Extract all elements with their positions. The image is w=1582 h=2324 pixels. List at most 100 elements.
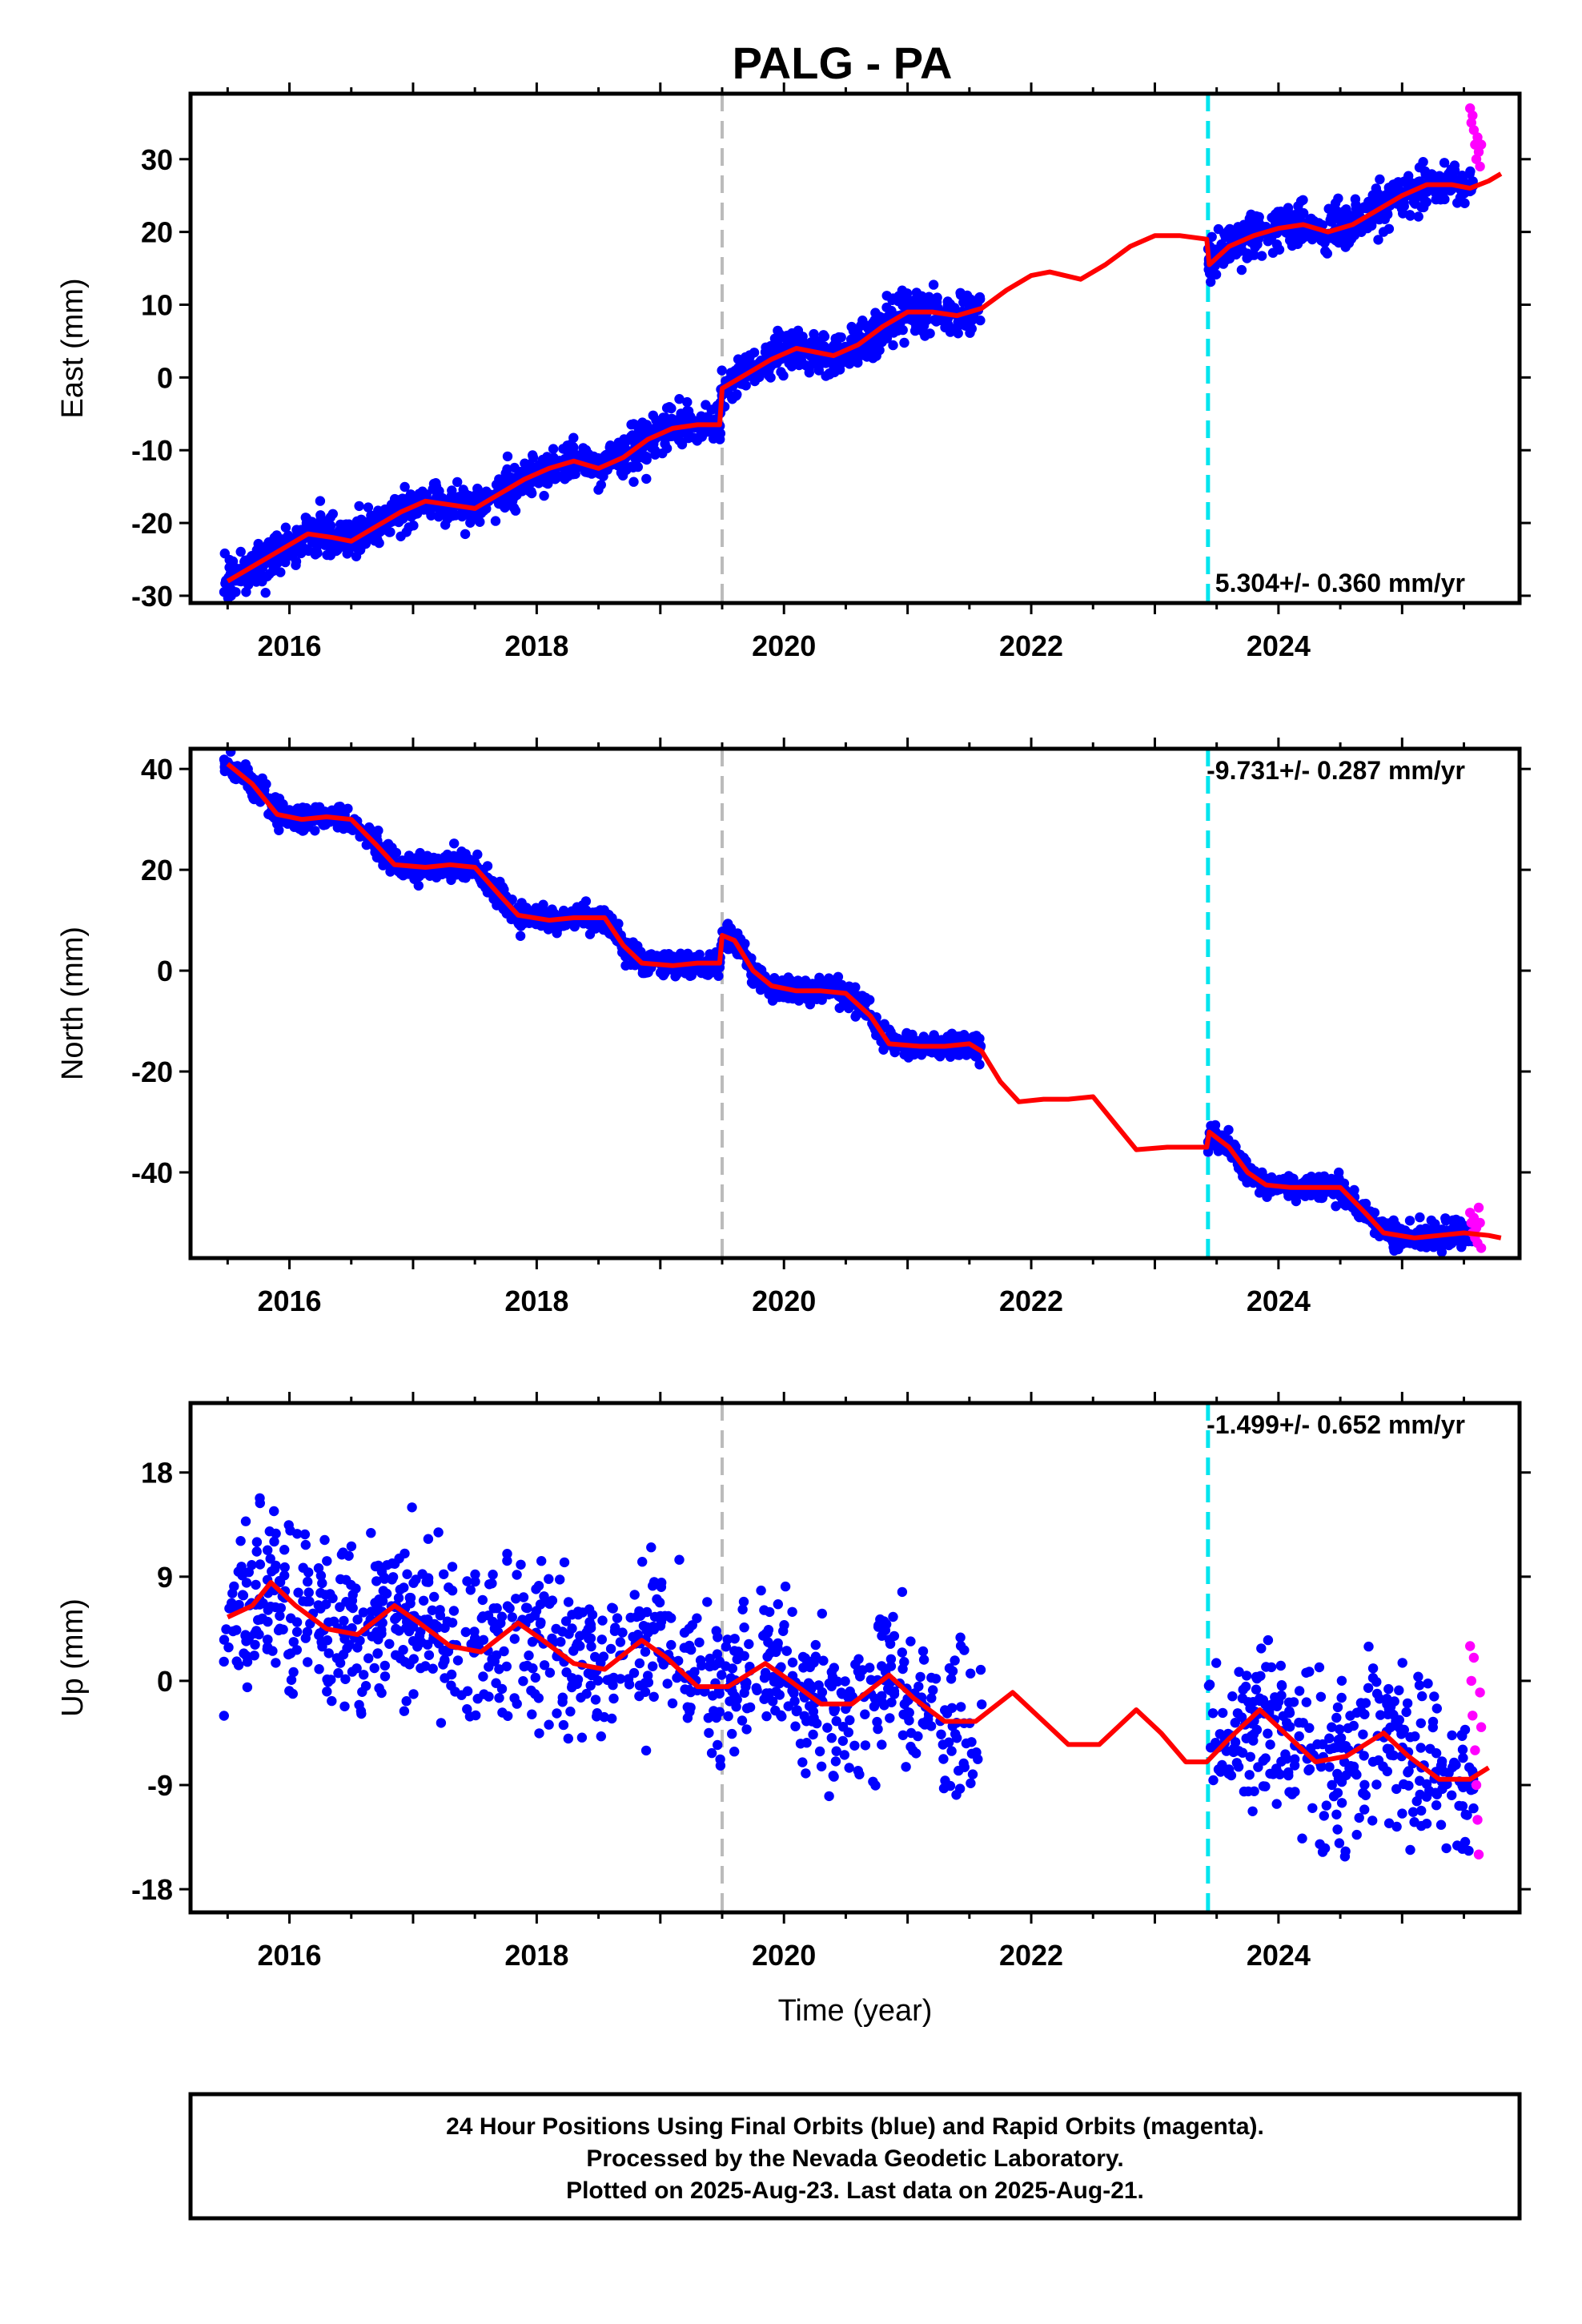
- data-point: [723, 919, 733, 929]
- data-point: [1421, 1791, 1432, 1802]
- data-point: [447, 1618, 458, 1628]
- data-point: [265, 1554, 275, 1564]
- data-point: [903, 1052, 914, 1063]
- data-point: [286, 550, 297, 561]
- data-point: [363, 502, 374, 513]
- data-point: [950, 1655, 960, 1666]
- data-point: [1388, 1750, 1399, 1761]
- data-point: [233, 1566, 243, 1577]
- y-axis-label: North (mm): [56, 927, 90, 1080]
- data-point: [356, 1708, 367, 1719]
- data-point: [838, 998, 849, 1009]
- data-point: [694, 1637, 705, 1648]
- data-point: [274, 794, 285, 804]
- data-point: [387, 1574, 397, 1585]
- data-point: [660, 412, 671, 423]
- data-point: [288, 1667, 299, 1678]
- data-point: [341, 1574, 351, 1586]
- data-point: [387, 1558, 398, 1569]
- data-point: [467, 514, 477, 525]
- data-point: [1429, 1220, 1439, 1231]
- data-point: [778, 370, 789, 381]
- data-point: [613, 919, 624, 929]
- data-point: [556, 1637, 566, 1647]
- data-point: [679, 1627, 690, 1638]
- data-point: [1205, 268, 1215, 279]
- data-point: [340, 1674, 351, 1684]
- data-point: [1439, 158, 1450, 168]
- data-point: [660, 439, 670, 449]
- data-point: [475, 517, 485, 527]
- y-tick-label: 0: [157, 361, 173, 394]
- data-point: [1321, 1800, 1332, 1811]
- data-point: [822, 979, 833, 990]
- data-point: [929, 315, 940, 325]
- data-point: [1374, 214, 1385, 225]
- data-point: [601, 449, 612, 460]
- data-point: [620, 960, 631, 971]
- data-point: [1267, 247, 1279, 258]
- data-point: [592, 1675, 604, 1686]
- data-point: [586, 1641, 596, 1652]
- rapid-point: [1476, 139, 1487, 150]
- data-point: [1206, 1743, 1216, 1753]
- data-point: [369, 536, 380, 546]
- data-point: [974, 1059, 985, 1070]
- data-point: [1431, 1748, 1442, 1759]
- data-point: [865, 995, 875, 1005]
- data-point: [263, 1545, 273, 1555]
- data-point: [339, 1615, 349, 1626]
- data-point: [315, 496, 326, 506]
- data-point: [713, 1632, 723, 1642]
- data-point: [1413, 211, 1423, 222]
- y-tick-label: 20: [141, 216, 173, 249]
- data-point: [888, 293, 898, 304]
- data-point: [821, 371, 831, 381]
- data-point: [1294, 1686, 1305, 1696]
- data-point: [401, 527, 412, 537]
- data-point: [973, 1754, 983, 1764]
- data-point: [1424, 170, 1435, 180]
- data-point: [640, 1745, 652, 1756]
- data-point: [1211, 1658, 1222, 1668]
- data-point: [897, 1647, 908, 1658]
- data-point: [729, 1634, 740, 1644]
- data-point: [836, 332, 846, 343]
- data-point: [559, 1557, 570, 1568]
- data-point: [1382, 208, 1393, 219]
- data-point: [287, 1688, 298, 1699]
- data-point: [873, 1620, 884, 1630]
- data-point: [400, 481, 410, 493]
- data-point: [503, 1711, 513, 1721]
- data-point: [314, 1664, 324, 1675]
- y-tick-label: -10: [131, 434, 173, 467]
- data-point: [829, 340, 840, 352]
- data-point: [424, 870, 436, 882]
- data-point: [317, 1578, 327, 1589]
- data-point: [1411, 1796, 1422, 1807]
- data-point: [785, 356, 795, 367]
- x-tick-label: 2018: [504, 1285, 568, 1317]
- data-point: [273, 553, 283, 564]
- data-point: [801, 1768, 811, 1779]
- data-point: [585, 451, 596, 461]
- x-tick-label: 2016: [257, 629, 321, 662]
- data-point: [472, 849, 483, 860]
- data-point: [945, 327, 956, 337]
- data-point: [717, 365, 727, 376]
- data-point: [279, 1562, 290, 1573]
- data-point: [241, 1578, 252, 1588]
- data-point: [596, 1658, 606, 1668]
- data-point: [239, 1648, 249, 1659]
- data-point: [260, 588, 271, 598]
- data-point: [339, 1701, 350, 1711]
- data-point: [888, 1611, 898, 1622]
- data-point: [580, 896, 592, 907]
- data-point: [885, 1713, 895, 1723]
- data-point: [459, 509, 470, 519]
- data-point: [1328, 1791, 1339, 1802]
- data-point: [390, 1614, 400, 1625]
- data-point: [789, 1688, 799, 1699]
- data-point: [465, 1585, 476, 1595]
